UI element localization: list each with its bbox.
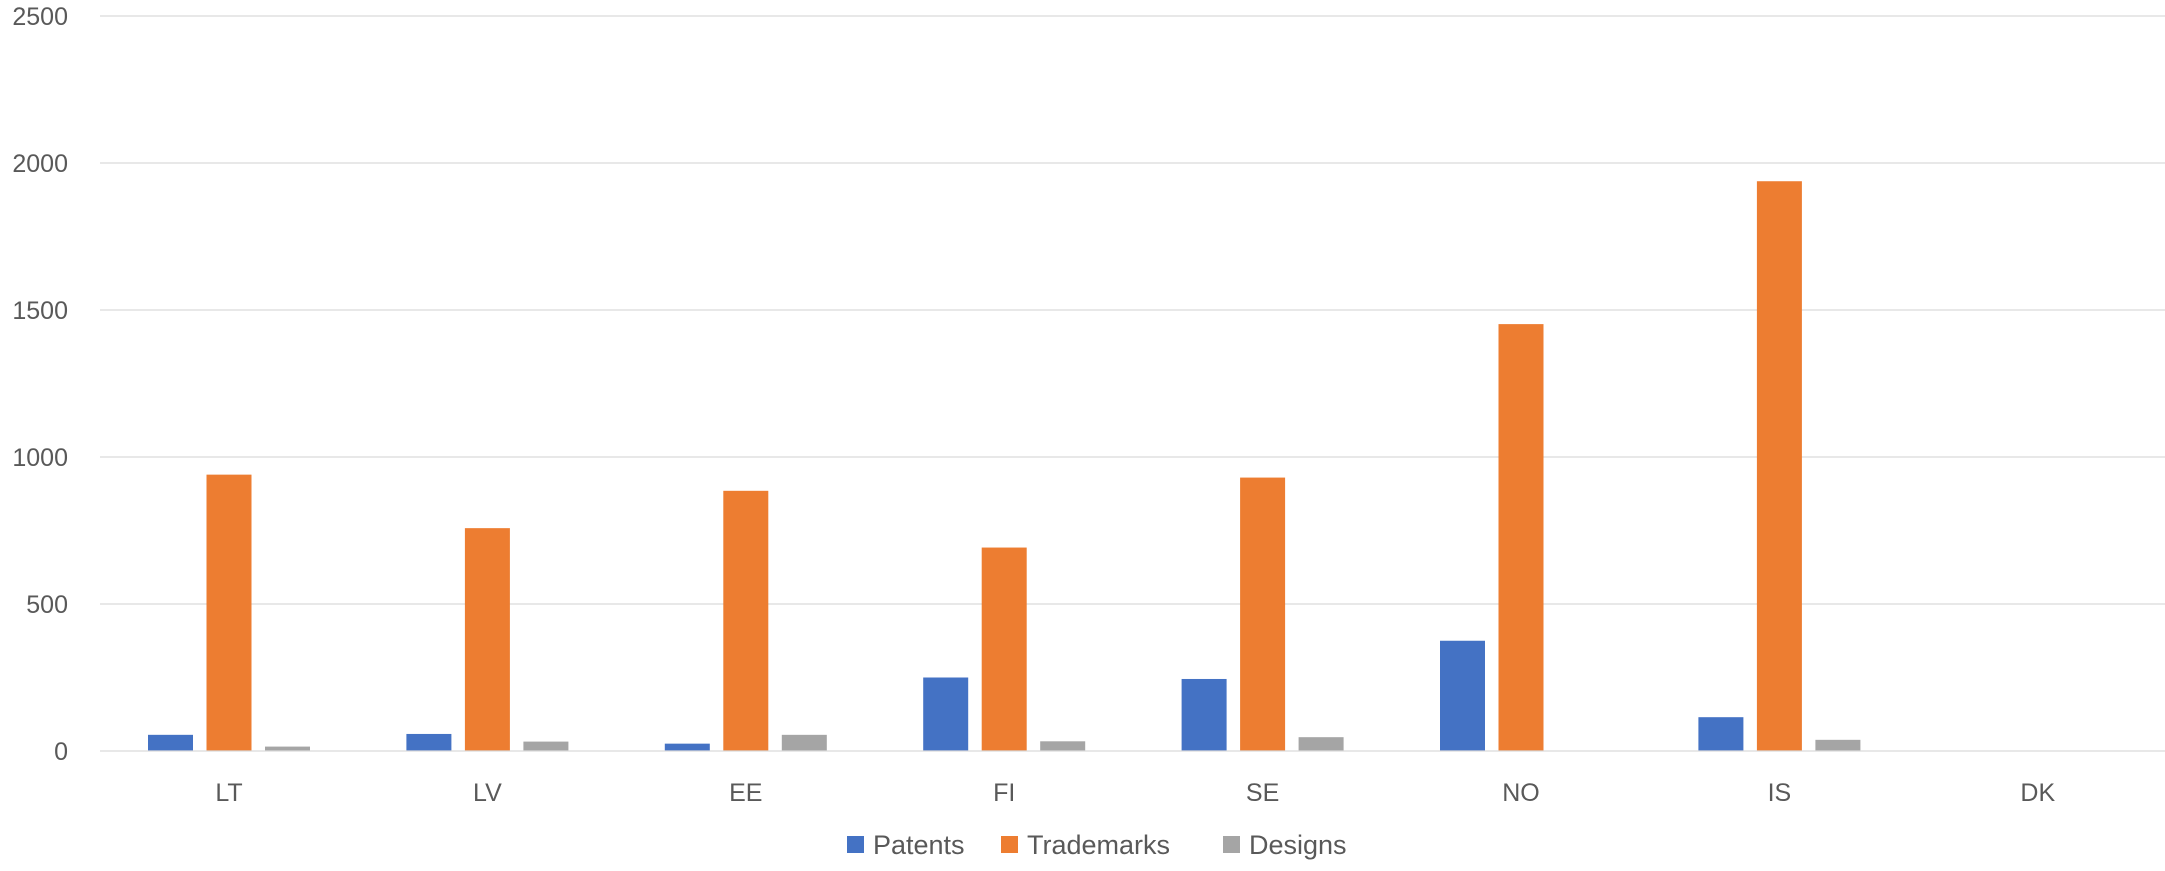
- x-tick-label: EE: [729, 779, 762, 807]
- x-tick-label: NO: [1502, 779, 1540, 807]
- bar-trademarks-ee: [723, 490, 769, 751]
- bar-trademarks-is: [1756, 181, 1802, 751]
- bar-designs-is: [1815, 739, 1861, 751]
- y-tick-label: 1000: [12, 444, 68, 472]
- bar-trademarks-lt: [206, 474, 252, 751]
- x-tick-label: IS: [1768, 779, 1792, 807]
- x-axis-tick-labels: LT LV EE FI SE NO IS DK: [215, 779, 2055, 807]
- bar-designs-se: [1298, 737, 1344, 751]
- bars: [148, 181, 1861, 751]
- y-tick-label: 2000: [12, 150, 68, 178]
- legend-swatch-patents: [847, 836, 864, 853]
- bar-trademarks-se: [1240, 477, 1286, 751]
- bar-patents-is: [1698, 717, 1744, 751]
- legend-swatch-designs: [1223, 836, 1240, 853]
- bar-patents-lv: [406, 733, 452, 751]
- y-tick-label: 2500: [12, 3, 68, 31]
- bar-trademarks-fi: [981, 547, 1027, 751]
- bar-designs-ee: [781, 734, 827, 751]
- y-axis-tick-labels: 0 500 1000 1500 2000 2500: [12, 3, 68, 766]
- y-tick-label: 1500: [12, 297, 68, 325]
- bar-trademarks-lv: [464, 528, 510, 751]
- bar-patents-fi: [923, 677, 969, 751]
- bar-designs-lv: [523, 741, 569, 751]
- y-tick-label: 500: [26, 591, 68, 619]
- gridlines: [100, 15, 2165, 605]
- legend: Patents Trademarks Designs: [847, 830, 1347, 860]
- x-tick-label: DK: [2020, 779, 2055, 807]
- bar-patents-no: [1440, 640, 1485, 751]
- bar-trademarks-no: [1498, 324, 1544, 751]
- legend-label-trademarks: Trademarks: [1027, 830, 1170, 860]
- legend-swatch-trademarks: [1001, 836, 1018, 853]
- y-tick-label: 0: [54, 738, 68, 766]
- bar-designs-fi: [1040, 741, 1086, 751]
- bar-patents-ee: [664, 743, 710, 751]
- x-tick-label: FI: [993, 779, 1015, 807]
- bar-patents-lt: [148, 734, 193, 751]
- x-tick-label: LT: [215, 779, 242, 807]
- legend-label-designs: Designs: [1249, 830, 1347, 860]
- x-tick-label: LV: [473, 779, 502, 807]
- legend-label-patents: Patents: [873, 830, 965, 860]
- bar-patents-se: [1181, 678, 1227, 751]
- bar-designs-lt: [265, 746, 310, 751]
- x-tick-label: SE: [1246, 779, 1279, 807]
